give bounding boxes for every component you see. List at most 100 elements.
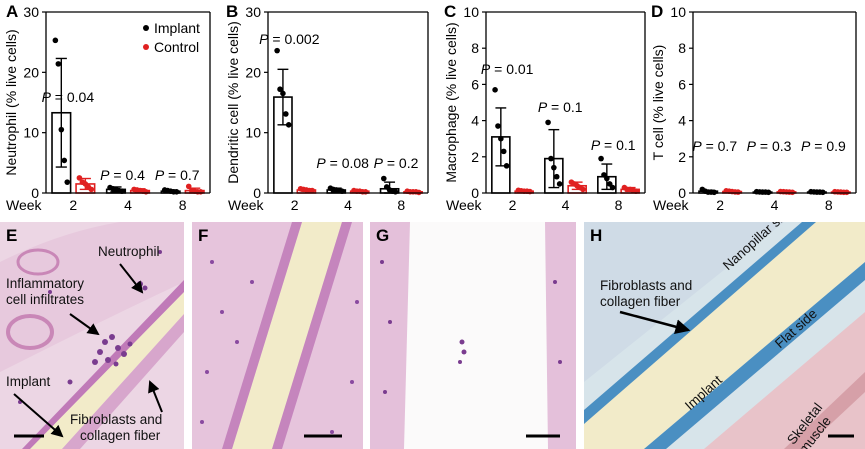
x-tick-label: 2	[69, 197, 77, 213]
y-tick-label: 4	[471, 113, 479, 129]
y-tick-label: 30	[23, 4, 39, 20]
y-tick-label: 10	[670, 4, 686, 20]
data-point-implant	[500, 148, 507, 155]
data-point-control	[88, 186, 95, 193]
p-value-label: P = 0.1	[591, 137, 636, 153]
data-point-implant	[503, 163, 510, 169]
y-axis-label: Macrophage (% live cells)	[443, 22, 459, 182]
annotation-collagen: collagen fiber	[600, 294, 681, 309]
p-value-label: P = 0.3	[747, 138, 792, 154]
histology-panel-h: H Fibroblasts and collagen fiber Nanopil…	[584, 222, 865, 449]
data-point-implant	[55, 61, 62, 67]
chart-panel-a: A Neutrophil (% live cells) 2 4 8 0 10 20 30 Week…	[3, 2, 211, 213]
y-tick-label: 4	[678, 113, 686, 129]
data-point-implant	[498, 135, 504, 142]
data-point-implant	[277, 86, 283, 93]
panel-label-a: A	[6, 2, 18, 21]
y-tick-label: 30	[245, 4, 261, 20]
y-tick-label: 20	[245, 64, 261, 80]
y-axis-label: T cell (% live cells)	[650, 45, 666, 161]
he-stain-image-f	[192, 222, 363, 449]
y-axis-label: Dendritic cell (% live cells)	[225, 21, 241, 184]
data-point-control	[789, 189, 796, 196]
panel-label-g: G	[376, 226, 390, 245]
p-value-label: P = 0.7	[155, 167, 200, 183]
data-point-implant	[492, 87, 498, 93]
p-value-label: P = 0.04	[42, 89, 95, 105]
histology-panel-f: F	[192, 222, 363, 449]
y-tick-label: 0	[253, 185, 261, 201]
data-point-implant	[551, 164, 557, 171]
p-value-label: P = 0.4	[100, 167, 145, 183]
y-tick-label: 6	[471, 76, 479, 92]
data-point-implant	[280, 90, 286, 97]
p-value-label: P = 0.01	[481, 61, 534, 77]
data-point-implant	[556, 181, 563, 187]
data-point-implant	[545, 119, 551, 126]
annotation-infiltrates: cell infiltrates	[6, 292, 85, 307]
x-tick-label: 2	[291, 197, 299, 213]
p-value-label: P = 0.9	[801, 138, 846, 154]
annotation-collagen: collagen fiber	[80, 428, 161, 443]
data-point-implant	[609, 184, 616, 191]
data-point-implant	[58, 126, 65, 133]
x-axis-prefix: Week	[446, 197, 483, 213]
data-point-implant	[765, 189, 772, 196]
data-point-implant	[61, 157, 68, 164]
data-point-control	[309, 187, 316, 194]
panel-label-f: F	[198, 226, 209, 245]
data-point-implant	[173, 188, 180, 195]
annotation-implant: Implant	[6, 374, 51, 389]
y-tick-label: 2	[471, 149, 479, 165]
p-value-label: P = 0.002	[259, 31, 320, 47]
data-point-control	[143, 188, 149, 195]
masson-stain-image-h	[584, 222, 865, 449]
y-tick-label: 0	[31, 185, 39, 201]
legend-marker-control	[143, 44, 149, 50]
x-axis-prefix: Week	[228, 197, 265, 213]
y-tick-label: 6	[678, 76, 686, 92]
p-value-label: P = 0.08	[316, 155, 369, 171]
y-tick-label: 10	[463, 4, 479, 20]
data-point-implant	[380, 175, 387, 182]
panel-label-h: H	[590, 226, 603, 245]
data-point-control	[843, 189, 850, 196]
y-tick-label: 0	[471, 185, 479, 201]
data-point-control	[76, 175, 83, 181]
he-stain-image-g	[370, 222, 576, 449]
x-tick-label: 8	[397, 197, 405, 213]
arrows-e	[13, 263, 163, 438]
data-point-implant	[52, 37, 59, 44]
data-point-implant	[495, 123, 501, 129]
annotation-fibroblasts: Fibroblasts and	[600, 278, 693, 293]
x-axis-prefix: Week	[6, 197, 43, 213]
x-tick-label: 8	[825, 197, 833, 213]
legend-label-implant: Implant	[154, 20, 200, 36]
legend-label-control: Control	[154, 39, 199, 55]
panel-label-c: C	[444, 2, 456, 21]
data-point-control	[735, 189, 741, 195]
data-point-implant	[283, 111, 289, 117]
data-point-implant	[274, 47, 280, 54]
y-tick-label: 8	[471, 40, 479, 56]
p-value-label: P = 0.1	[538, 99, 583, 115]
legend-marker-implant	[143, 25, 149, 31]
y-tick-label: 10	[23, 125, 39, 141]
data-point-implant	[548, 155, 554, 162]
data-point-implant	[604, 175, 610, 182]
y-tick-label: 10	[245, 125, 261, 141]
y-tick-label: 20	[23, 64, 39, 80]
data-point-implant	[598, 155, 604, 162]
data-point-implant	[553, 173, 560, 180]
data-point-implant	[64, 179, 71, 185]
x-tick-label: 8	[179, 197, 187, 213]
panel-label-e: E	[6, 226, 18, 245]
x-axis-prefix: Week	[653, 197, 690, 213]
histology-panel-g: G	[370, 222, 576, 449]
x-tick-label: 4	[771, 197, 779, 213]
data-point-implant	[711, 189, 717, 196]
y-tick-label: 2	[678, 149, 686, 165]
